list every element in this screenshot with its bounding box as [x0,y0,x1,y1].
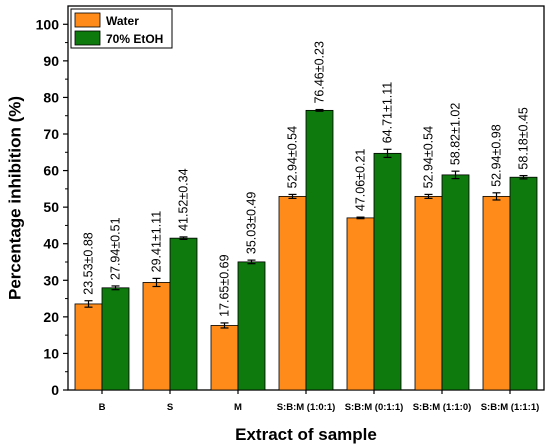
bar-water [210,325,239,391]
legend-label: Water [106,14,139,28]
data-label: 58.82±1.02 [449,103,463,166]
data-label: 35.03±0.49 [245,192,259,255]
data-label: 47.06±0.21 [354,149,368,212]
data-label: 41.52±0.34 [177,168,191,231]
bar-etoh [237,261,266,391]
y-tick-label: 30 [43,272,59,288]
data-label: 27.94±0.51 [109,217,123,280]
data-label: 52.94±0.54 [286,126,300,189]
x-axis: B S M S:B:M (1:0:1) S:B:M (0:1:1) S:B:M (1:1:… [99,390,540,413]
x-tick-label: B [99,402,106,413]
bar-etoh [305,109,334,391]
legend-label: 70% EtOH [106,32,163,46]
bar-etoh [169,237,198,391]
bar-water [414,195,443,391]
y-tick-label: 60 [43,163,59,179]
data-label: 17.65±0.69 [218,254,232,317]
data-label: 52.94±0.54 [422,126,436,189]
bars [74,108,538,391]
x-axis-title: Extract of sample [235,425,377,444]
x-tick-label: M [234,402,242,413]
x-tick-label: S [167,402,173,413]
bar-water [482,195,511,391]
legend-swatch [74,12,101,28]
bar-etoh [101,287,130,391]
y-tick-label: 20 [43,309,59,325]
bar-water [74,303,103,391]
legend-swatch [74,30,101,46]
y-tick-label: 50 [43,199,59,215]
data-label: 29.41±1.11 [150,211,164,273]
y-tick-label: 0 [51,382,59,398]
bar-etoh [509,176,538,391]
data-label: 23.53±0.88 [82,232,96,295]
bar-water [142,282,171,391]
y-tick-label: 70 [43,126,59,142]
data-label: 58.18±0.45 [517,107,531,170]
x-tick-label: S:B:M (1:1:0) [413,402,472,413]
y-tick-label: 100 [36,16,60,32]
data-label: 64.71±1.11 [381,82,395,144]
y-axis: 0 10 20 30 40 50 60 70 80 90 100 [36,16,68,398]
data-label: 76.46±0.23 [313,41,327,104]
bar-etoh [373,152,402,391]
y-tick-label: 10 [43,345,59,361]
y-tick-label: 90 [43,53,59,69]
legend: Water 70% EtOH [70,8,173,49]
y-tick-label: 80 [43,89,59,105]
bar-water [346,217,375,391]
x-tick-label: S:B:M (1:0:1) [277,402,336,413]
data-labels: 23.53±0.88 29.41±1.11 17.65±0.69 52.94±0.54… [82,41,531,317]
y-axis-title: Percentage inhibition (%) [5,96,24,300]
x-tick-label: S:B:M (0:1:1) [345,402,404,413]
bar-etoh [441,174,470,391]
x-tick-label: S:B:M (1:1:1) [481,402,540,413]
bar-water [278,195,307,391]
data-label: 52.94±0.98 [490,124,504,187]
y-tick-label: 40 [43,236,59,252]
